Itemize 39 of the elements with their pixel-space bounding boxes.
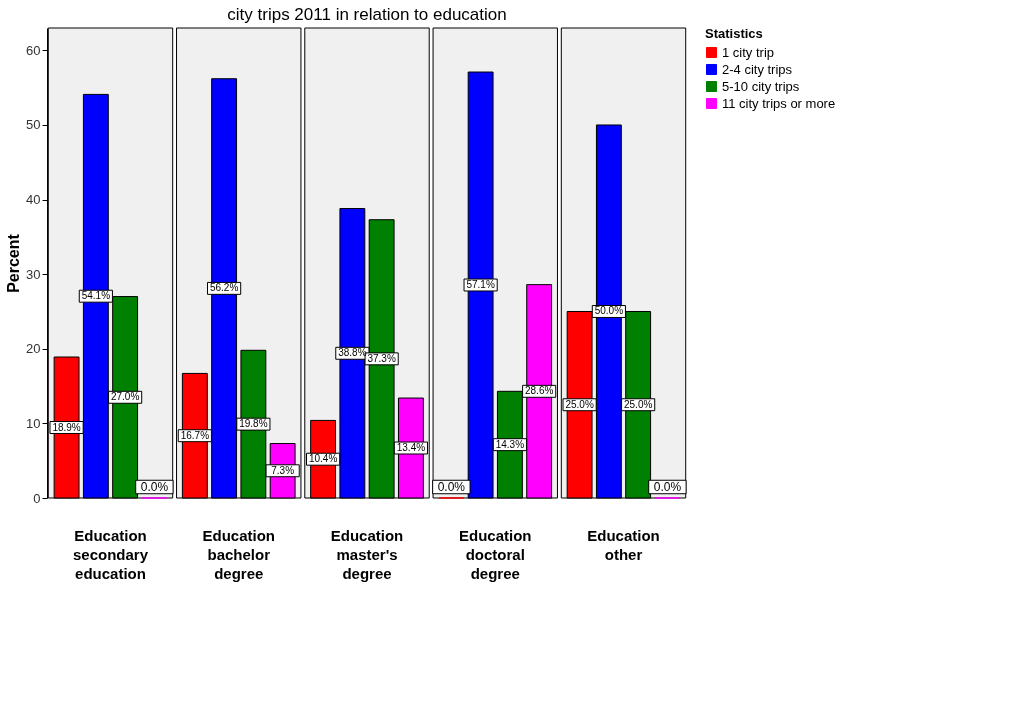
legend-label: 2-4 city trips [722,61,793,77]
data-label: 25.0% [565,398,594,410]
y-tick-label: 40 [26,192,41,208]
data-label: 13.4% [396,442,426,454]
y-tick-label: 10 [26,415,41,431]
data-label: 16.7% [180,429,210,441]
y-axis-title: Percent [5,233,23,293]
x-tick-label: Education bachelor degree [202,526,275,582]
data-label: 0.0% [140,480,169,494]
y-tick-label: 0 [33,490,41,506]
legend-title: Statistics [705,26,763,41]
data-label: 38.8% [338,347,367,359]
x-tick-label: Education secondary education [72,526,149,582]
y-tick-label: 30 [26,266,41,282]
data-label: 7.3% [271,464,295,476]
data-label: 54.1% [81,290,111,302]
x-tick-label: Education other [587,526,660,563]
data-label: 25.0% [623,398,653,410]
data-label: 57.1% [466,279,495,291]
x-tick-label: Education master's degree [330,526,404,582]
y-tick-label: 60 [26,42,41,58]
legend-label: 11 city trips or more [722,95,836,111]
data-label: 14.3% [495,438,525,450]
legend-label: 1 city trip [722,44,775,60]
data-label: 56.2% [209,282,239,294]
y-tick-label: 20 [26,341,41,357]
data-label: 27.0% [110,391,140,403]
legend-label: 5-10 city trips [722,78,800,94]
chart-title: city trips 2011 in relation to education [227,4,507,24]
data-label: 37.3% [367,352,396,364]
data-label: 19.8% [239,418,268,430]
x-tick-label: Education doctoral degree [459,526,532,582]
data-label: 0.0% [437,480,466,494]
y-tick-label: 50 [26,117,41,133]
data-label: 28.6% [524,385,554,397]
data-label: 50.0% [594,305,624,317]
data-label: 10.4% [308,453,338,465]
data-label: 0.0% [653,480,682,494]
data-label: 18.9% [52,421,81,433]
